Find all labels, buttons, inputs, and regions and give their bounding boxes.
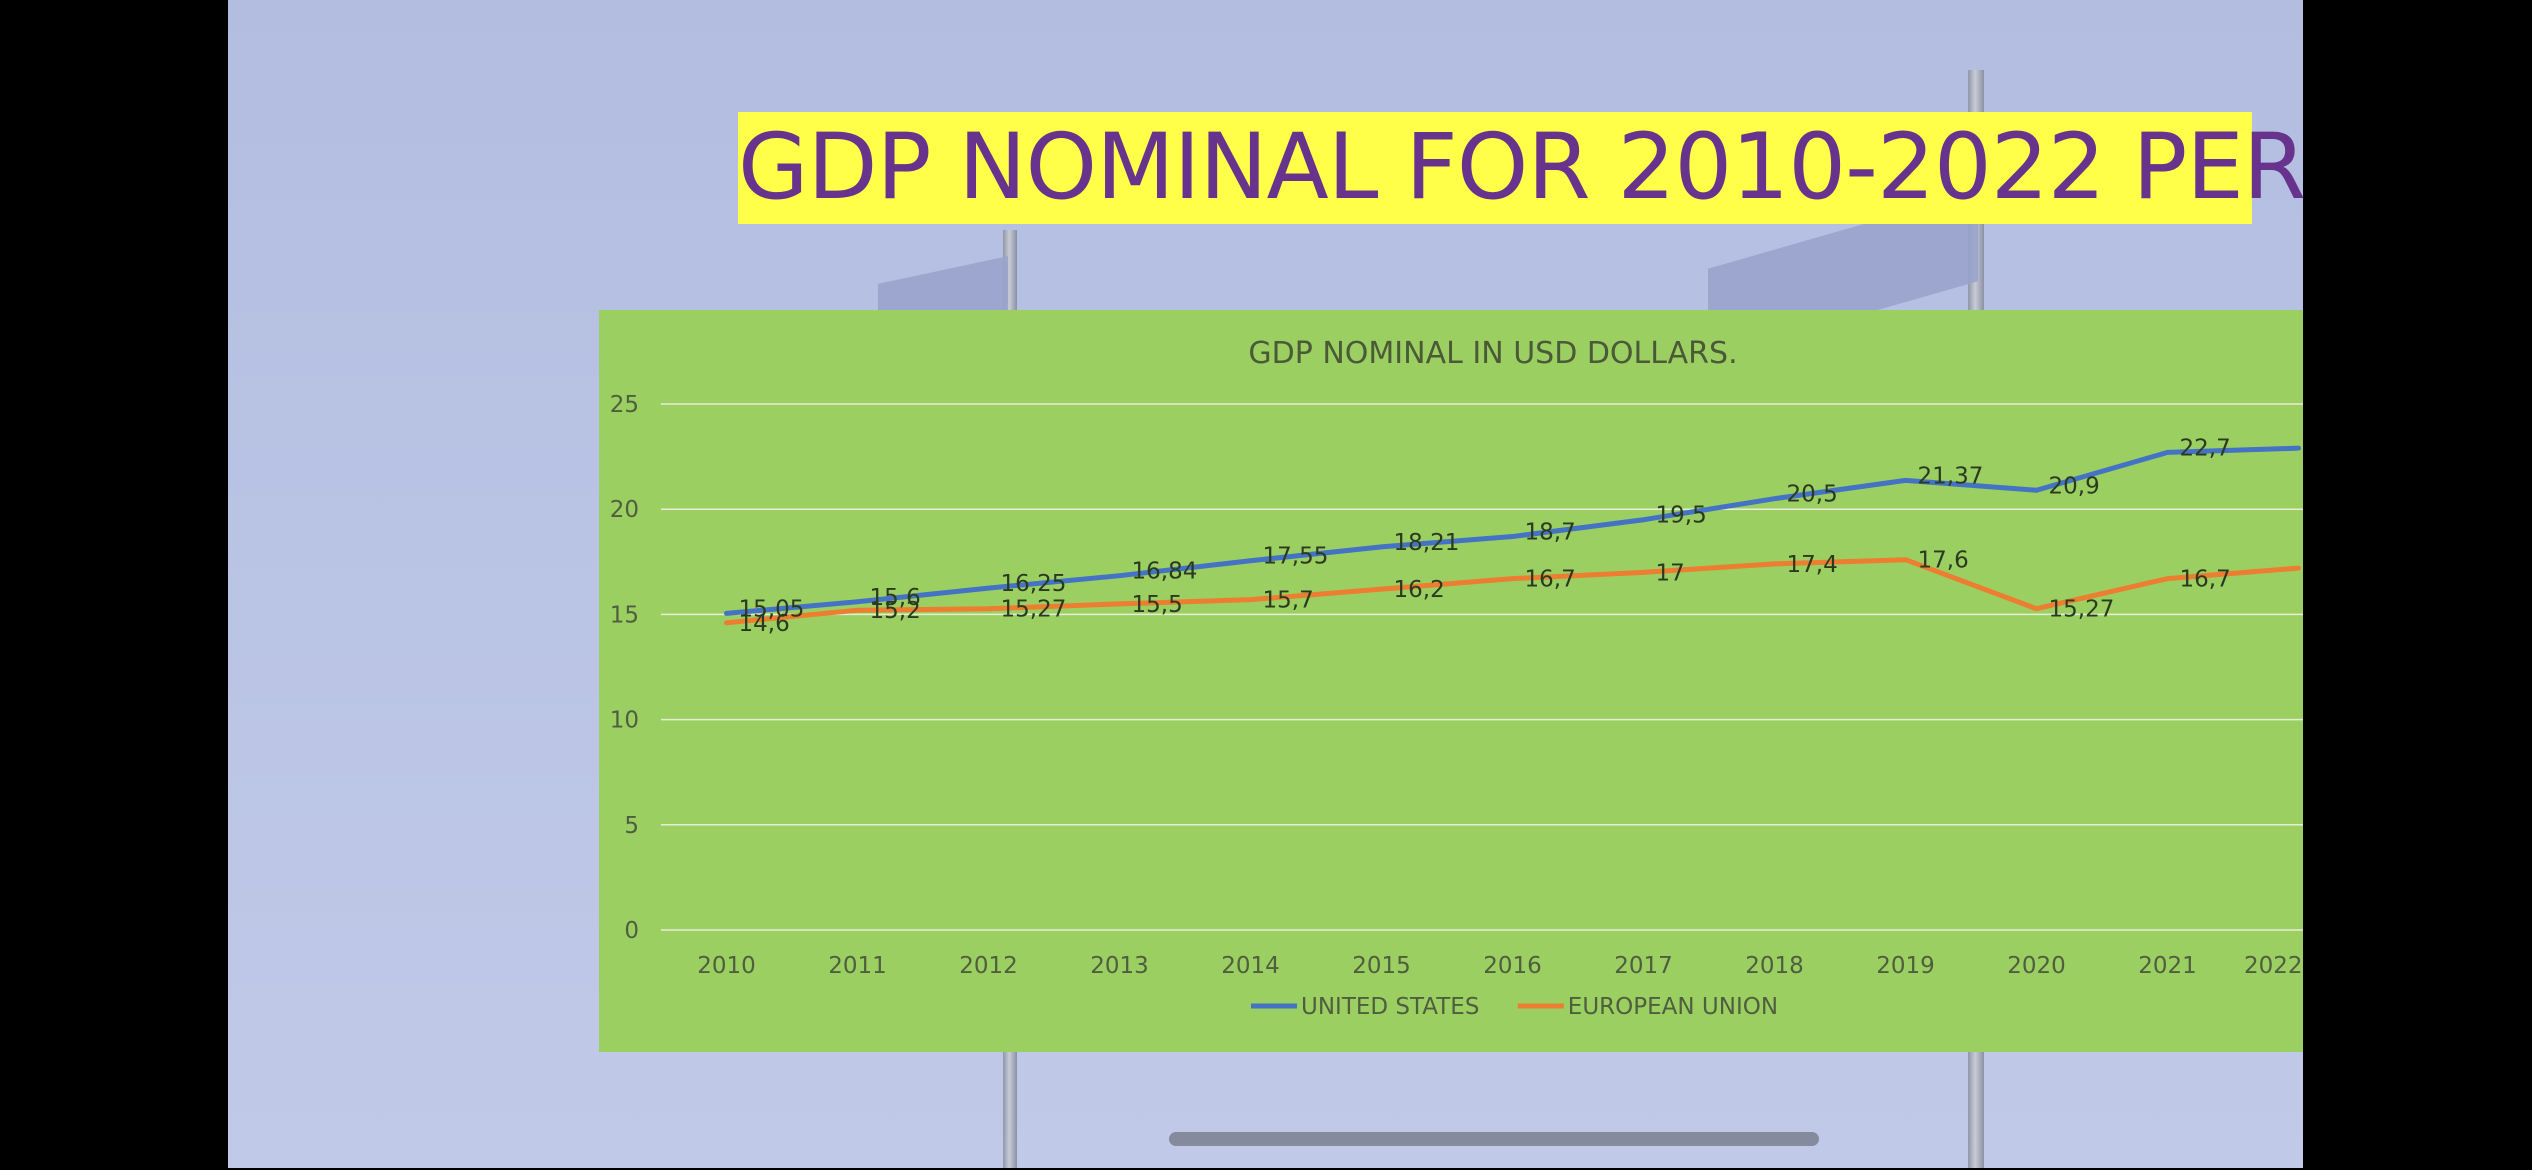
x-tick-label: 2016: [1483, 953, 1542, 979]
data-label: 16,84: [1132, 559, 1198, 585]
y-tick-label: 15: [610, 602, 639, 628]
y-tick-label: 25: [610, 392, 639, 418]
data-label: 14,6: [739, 611, 790, 637]
data-label: 15,2: [870, 598, 921, 624]
data-label: 17,6: [1918, 548, 1969, 574]
y-tick-label: 0: [624, 918, 639, 944]
y-tick-label: 10: [610, 708, 639, 734]
data-label: 22,7: [2180, 435, 2231, 461]
line-chart: GDP NOMINAL IN USD DOLLARS. 0 5 10 15 20 25 2…: [610, 336, 2303, 1020]
data-label: 18,21: [1394, 530, 1460, 556]
y-tick-label: 20: [610, 497, 639, 523]
x-tick-label: 2010: [697, 953, 756, 979]
x-tick-label: 2017: [1614, 953, 1673, 979]
series-lines: [724, 445, 2301, 626]
x-tick-label: 2018: [1745, 953, 1804, 979]
x-tick-label: 2015: [1352, 953, 1411, 979]
legend-label: EUROPEAN UNION: [1568, 994, 1778, 1020]
data-label: 15,05: [739, 596, 805, 622]
x-tick-label: 2022 EST: [2244, 953, 2303, 979]
data-label: 21,37: [1918, 463, 1984, 489]
x-tick-label: 2013: [1090, 953, 1149, 979]
data-label: 15,27: [2049, 597, 2115, 623]
data-label: 17: [1656, 560, 1685, 586]
data-label: 18,7: [1525, 520, 1576, 546]
x-tick-label: 2019: [1876, 953, 1935, 979]
y-axis-ticks: 0 5 10 15 20 25: [610, 392, 639, 944]
data-label: 20,5: [1787, 482, 1838, 508]
x-tick-label: 2021: [2138, 953, 2197, 979]
gridlines: [661, 403, 2303, 931]
data-label: 15,5: [1132, 592, 1183, 618]
legend-label: UNITED STATES: [1301, 994, 1479, 1020]
data-label: 19,5: [1656, 503, 1707, 529]
series-line-united-states: [724, 445, 2301, 616]
data-label: 16,2: [1394, 577, 1445, 603]
chart-title: GDP NOMINAL IN USD DOLLARS.: [1248, 336, 1737, 371]
x-tick-label: 2011: [828, 953, 887, 979]
data-labels: 15,05 15,6 16,25 16,84 17,55 18,21 18,7 19,5 20,…: [739, 435, 2231, 637]
x-tick-label: 2014: [1221, 953, 1280, 979]
x-tick-label: 2020: [2007, 953, 2066, 979]
data-label: 15,6: [870, 585, 921, 611]
slide-title: GDP NOMINAL FOR 2010-2022 PERIOD.: [738, 112, 2303, 224]
chart-area: GDP NOMINAL IN USD DOLLARS. 0 5 10 15 20 25 2…: [599, 310, 2303, 1052]
data-label: 17,55: [1263, 544, 1329, 570]
data-label: 16,25: [1001, 571, 1067, 597]
slide: GDP NOMINAL FOR 2010-2022 PERIOD. GDP NO…: [228, 0, 2303, 1168]
x-axis-ticks: 2010 2011 2012 2013 2014 2015 2016 2017 2018 2019…: [697, 953, 2303, 979]
series-line-european-union: [724, 557, 2301, 626]
data-label: 16,7: [2180, 567, 2231, 593]
data-label: 20,9: [2049, 473, 2100, 499]
y-tick-label: 5: [624, 813, 639, 839]
data-label: 17,4: [1787, 552, 1838, 578]
data-label: 15,27: [1001, 597, 1067, 623]
data-label: 16,7: [1525, 567, 1576, 593]
data-label: 15,7: [1263, 588, 1314, 614]
legend: UNITED STATES EUROPEAN UNION: [1251, 994, 1778, 1020]
scroll-indicator[interactable]: [1169, 1132, 1819, 1146]
x-tick-label: 2012: [959, 953, 1018, 979]
